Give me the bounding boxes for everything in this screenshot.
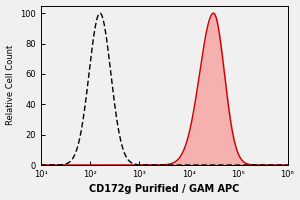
X-axis label: CD172g Purified / GAM APC: CD172g Purified / GAM APC [89,184,239,194]
Y-axis label: Relative Cell Count: Relative Cell Count [6,45,15,125]
